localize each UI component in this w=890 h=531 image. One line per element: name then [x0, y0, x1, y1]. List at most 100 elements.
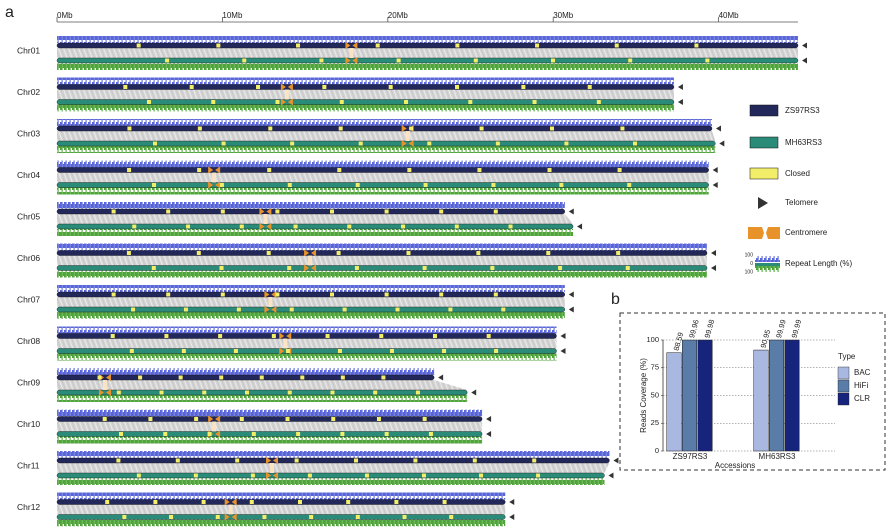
- legend-label: BAC: [854, 368, 871, 377]
- closed-marker: [468, 100, 473, 104]
- legend-label: CLR: [854, 394, 870, 403]
- repeat-track: [57, 270, 708, 278]
- centromere: [408, 140, 414, 147]
- closed-marker: [432, 334, 437, 338]
- repeat-track: [57, 77, 674, 85]
- closed-marker: [442, 349, 447, 353]
- value-label: 99.99: [790, 319, 804, 339]
- closed-marker: [620, 126, 625, 131]
- repeat-track: [57, 243, 708, 251]
- closed-marker: [388, 85, 393, 89]
- centromere: [345, 57, 351, 64]
- repeat-track: [57, 63, 798, 70]
- y-axis-title: Reads Coverage (%): [639, 358, 648, 433]
- closed-marker: [401, 224, 406, 229]
- closed-marker: [97, 375, 102, 380]
- centromere: [105, 374, 111, 381]
- closed-marker: [373, 390, 378, 395]
- centromere: [279, 332, 285, 340]
- centromere: [266, 472, 272, 479]
- closed-marker: [148, 417, 153, 421]
- telomere: [711, 265, 717, 271]
- closed-marker: [395, 307, 400, 312]
- y-tick-label: 100: [646, 335, 659, 344]
- x-tick-label: ZS97RS3: [673, 452, 708, 461]
- legend-swatch: [755, 263, 780, 266]
- telomere: [486, 416, 492, 422]
- closed-marker: [138, 375, 143, 380]
- repeat-track: [57, 229, 574, 236]
- centromere: [231, 498, 237, 506]
- centromere: [231, 513, 237, 521]
- closed-marker: [151, 266, 156, 270]
- closed-marker: [146, 100, 151, 104]
- repeat-track: [57, 519, 506, 527]
- legend-swatch: [749, 104, 779, 117]
- closed-marker: [354, 266, 359, 270]
- chromosome-label: Chr07: [17, 294, 40, 304]
- repeat-track: [57, 312, 565, 319]
- centromere-link: [283, 338, 288, 349]
- y-tick-label: 0: [655, 446, 659, 455]
- closed-marker: [409, 126, 414, 131]
- repeat-track: [57, 187, 709, 195]
- closed-marker: [169, 515, 174, 519]
- closed-marker: [186, 224, 191, 229]
- closed-marker: [428, 432, 433, 436]
- closed-marker: [294, 458, 299, 463]
- telomere: [509, 514, 515, 520]
- closed-marker: [163, 432, 168, 436]
- legend-swatch: [748, 227, 764, 239]
- closed-marker: [338, 126, 343, 131]
- centromere: [311, 249, 317, 257]
- telomere: [712, 167, 718, 173]
- centromere: [208, 181, 214, 189]
- closed-marker: [102, 417, 107, 421]
- closed-marker: [307, 473, 312, 478]
- telomere: [608, 472, 614, 479]
- chromosome-label: Chr08: [17, 336, 40, 346]
- repeat-track: [57, 451, 610, 458]
- closed-marker: [220, 292, 225, 297]
- closed-marker: [413, 458, 418, 463]
- centromere: [273, 457, 279, 464]
- panel-label: a: [5, 4, 14, 21]
- closed-marker: [491, 183, 496, 187]
- closed-marker: [421, 473, 426, 478]
- centromere: [352, 42, 358, 49]
- telomere: [509, 499, 515, 505]
- telomere: [802, 57, 807, 64]
- centromere-link: [102, 380, 107, 390]
- closed-marker: [105, 500, 110, 504]
- chromosome-bar: [56, 306, 565, 313]
- closed-marker: [259, 375, 264, 380]
- closed-marker: [476, 251, 481, 255]
- closed-marker: [220, 209, 225, 214]
- closed-marker: [111, 209, 116, 214]
- closed-marker: [275, 100, 280, 104]
- centromere: [304, 249, 310, 257]
- telomere: [712, 182, 718, 188]
- closed-marker: [189, 85, 194, 89]
- closed-marker: [127, 168, 132, 172]
- repeat-track: [57, 478, 605, 485]
- closed-marker: [233, 349, 238, 353]
- telomere: [568, 208, 574, 215]
- closed-marker: [197, 168, 202, 172]
- closed-marker: [296, 43, 301, 48]
- centromere: [208, 415, 214, 423]
- closed-marker: [290, 141, 295, 146]
- telomere: [577, 223, 583, 230]
- closed-marker: [275, 292, 280, 297]
- closed-marker: [550, 126, 555, 131]
- legend-label: Telomere: [785, 198, 818, 207]
- telomere: [802, 42, 807, 49]
- closed-marker: [235, 458, 240, 463]
- synteny-band: [57, 89, 674, 100]
- closed-marker: [384, 432, 389, 436]
- centromere: [105, 389, 111, 396]
- closed-marker: [627, 183, 632, 187]
- chromosome-label: Chr12: [17, 502, 40, 512]
- closed-marker: [118, 432, 123, 436]
- closed-marker: [300, 375, 305, 380]
